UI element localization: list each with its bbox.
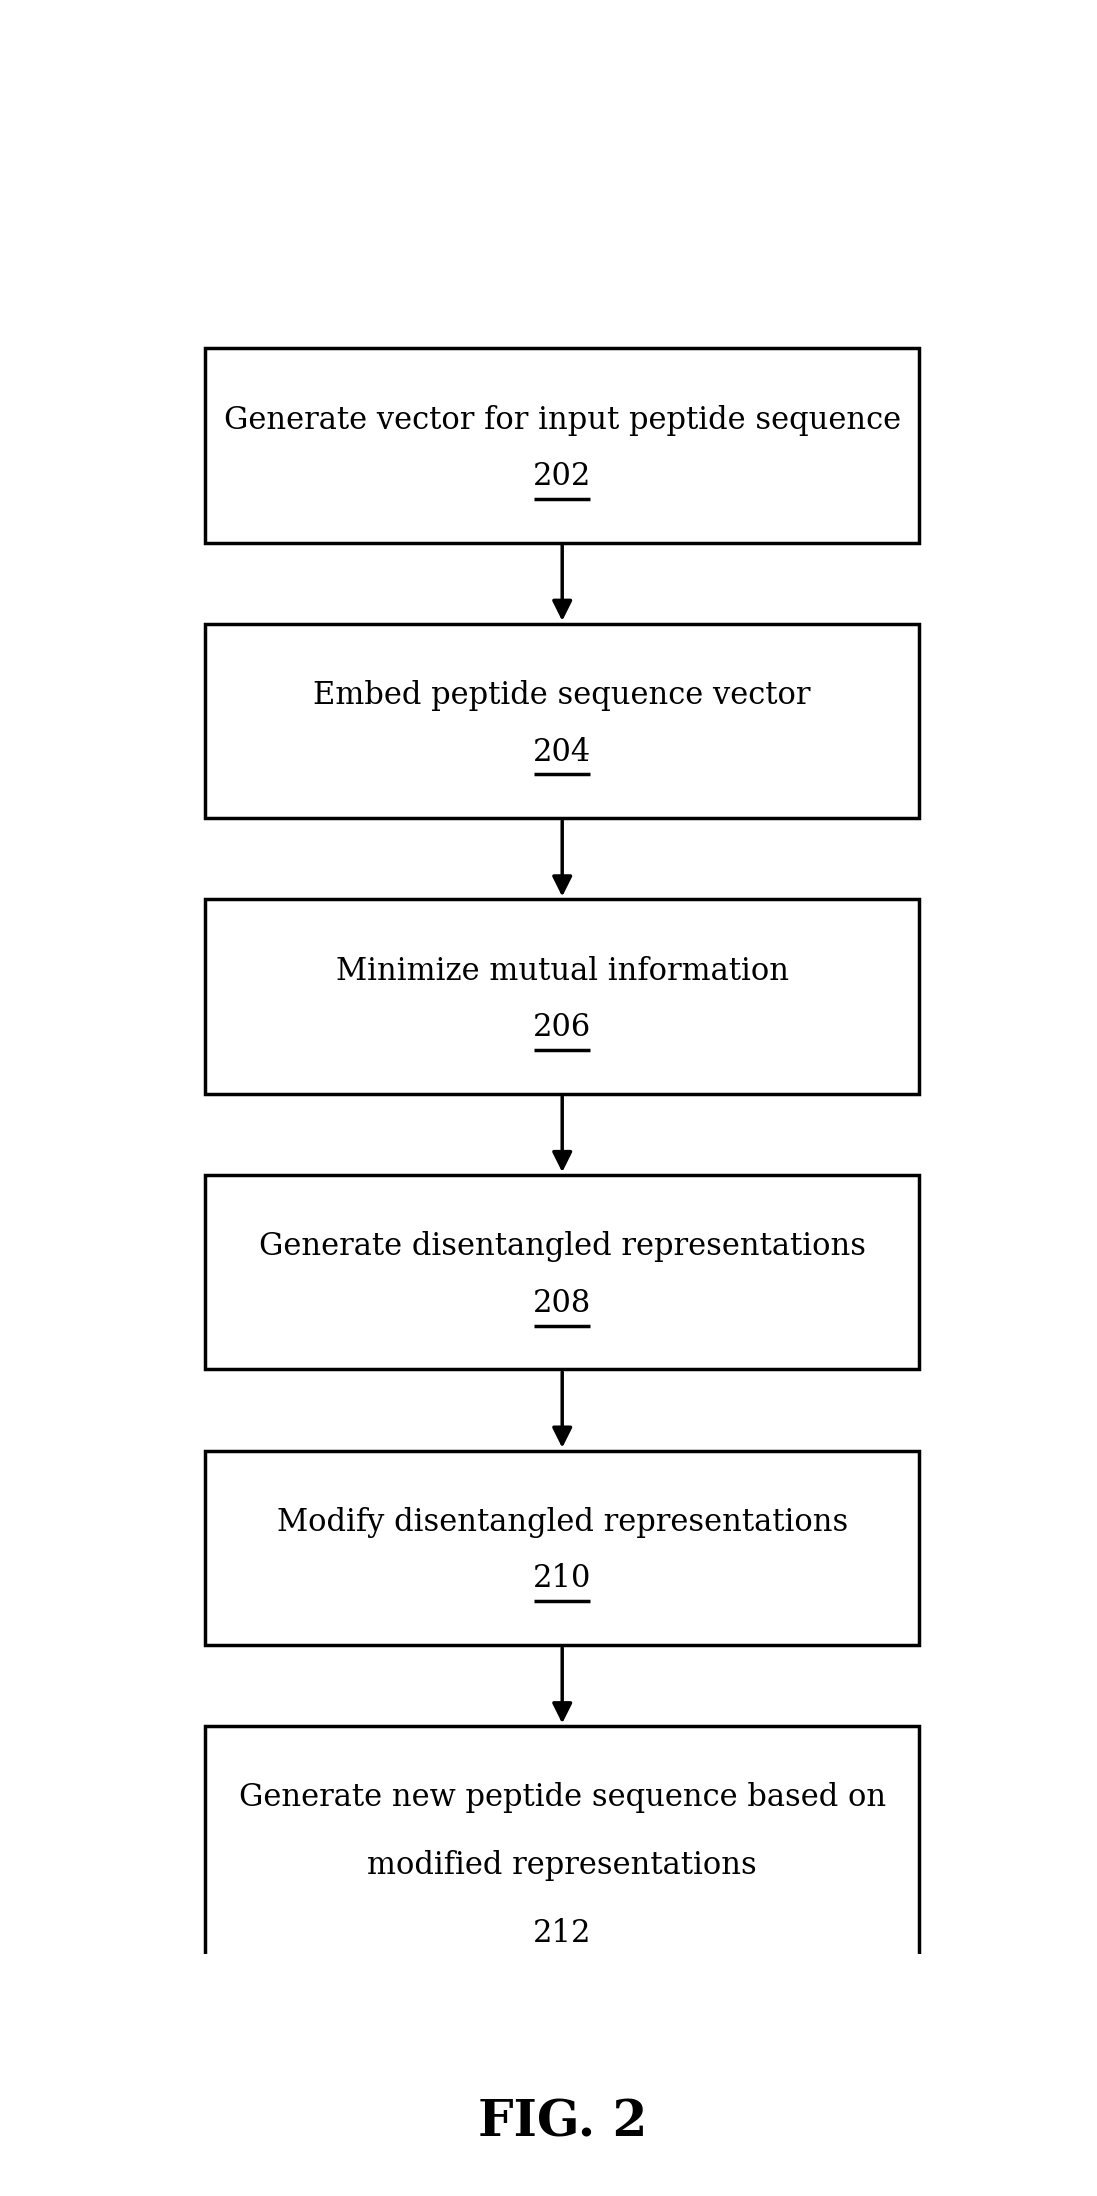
Text: 202: 202 bbox=[533, 461, 591, 492]
Text: Generate vector for input peptide sequence: Generate vector for input peptide sequen… bbox=[224, 404, 901, 435]
Text: Generate disentangled representations: Generate disentangled representations bbox=[259, 1232, 866, 1263]
Text: 204: 204 bbox=[533, 736, 591, 769]
Bar bbox=[205, 900, 919, 1094]
Text: 210: 210 bbox=[533, 1564, 591, 1594]
Bar bbox=[205, 1726, 919, 2005]
Bar bbox=[205, 624, 919, 819]
Text: 212: 212 bbox=[533, 1917, 591, 1948]
Text: Generate new peptide sequence based on: Generate new peptide sequence based on bbox=[239, 1783, 885, 1814]
Text: modified representations: modified representations bbox=[367, 1851, 757, 1882]
Text: Minimize mutual information: Minimize mutual information bbox=[336, 955, 789, 986]
Text: Embed peptide sequence vector: Embed peptide sequence vector bbox=[314, 681, 811, 712]
Text: 206: 206 bbox=[533, 1012, 591, 1043]
Text: 208: 208 bbox=[533, 1287, 591, 1320]
Bar bbox=[205, 1452, 919, 1645]
Bar bbox=[205, 347, 919, 542]
Text: Modify disentangled representations: Modify disentangled representations bbox=[276, 1506, 848, 1537]
Text: FIG. 2: FIG. 2 bbox=[477, 2097, 647, 2148]
Bar bbox=[205, 1175, 919, 1370]
